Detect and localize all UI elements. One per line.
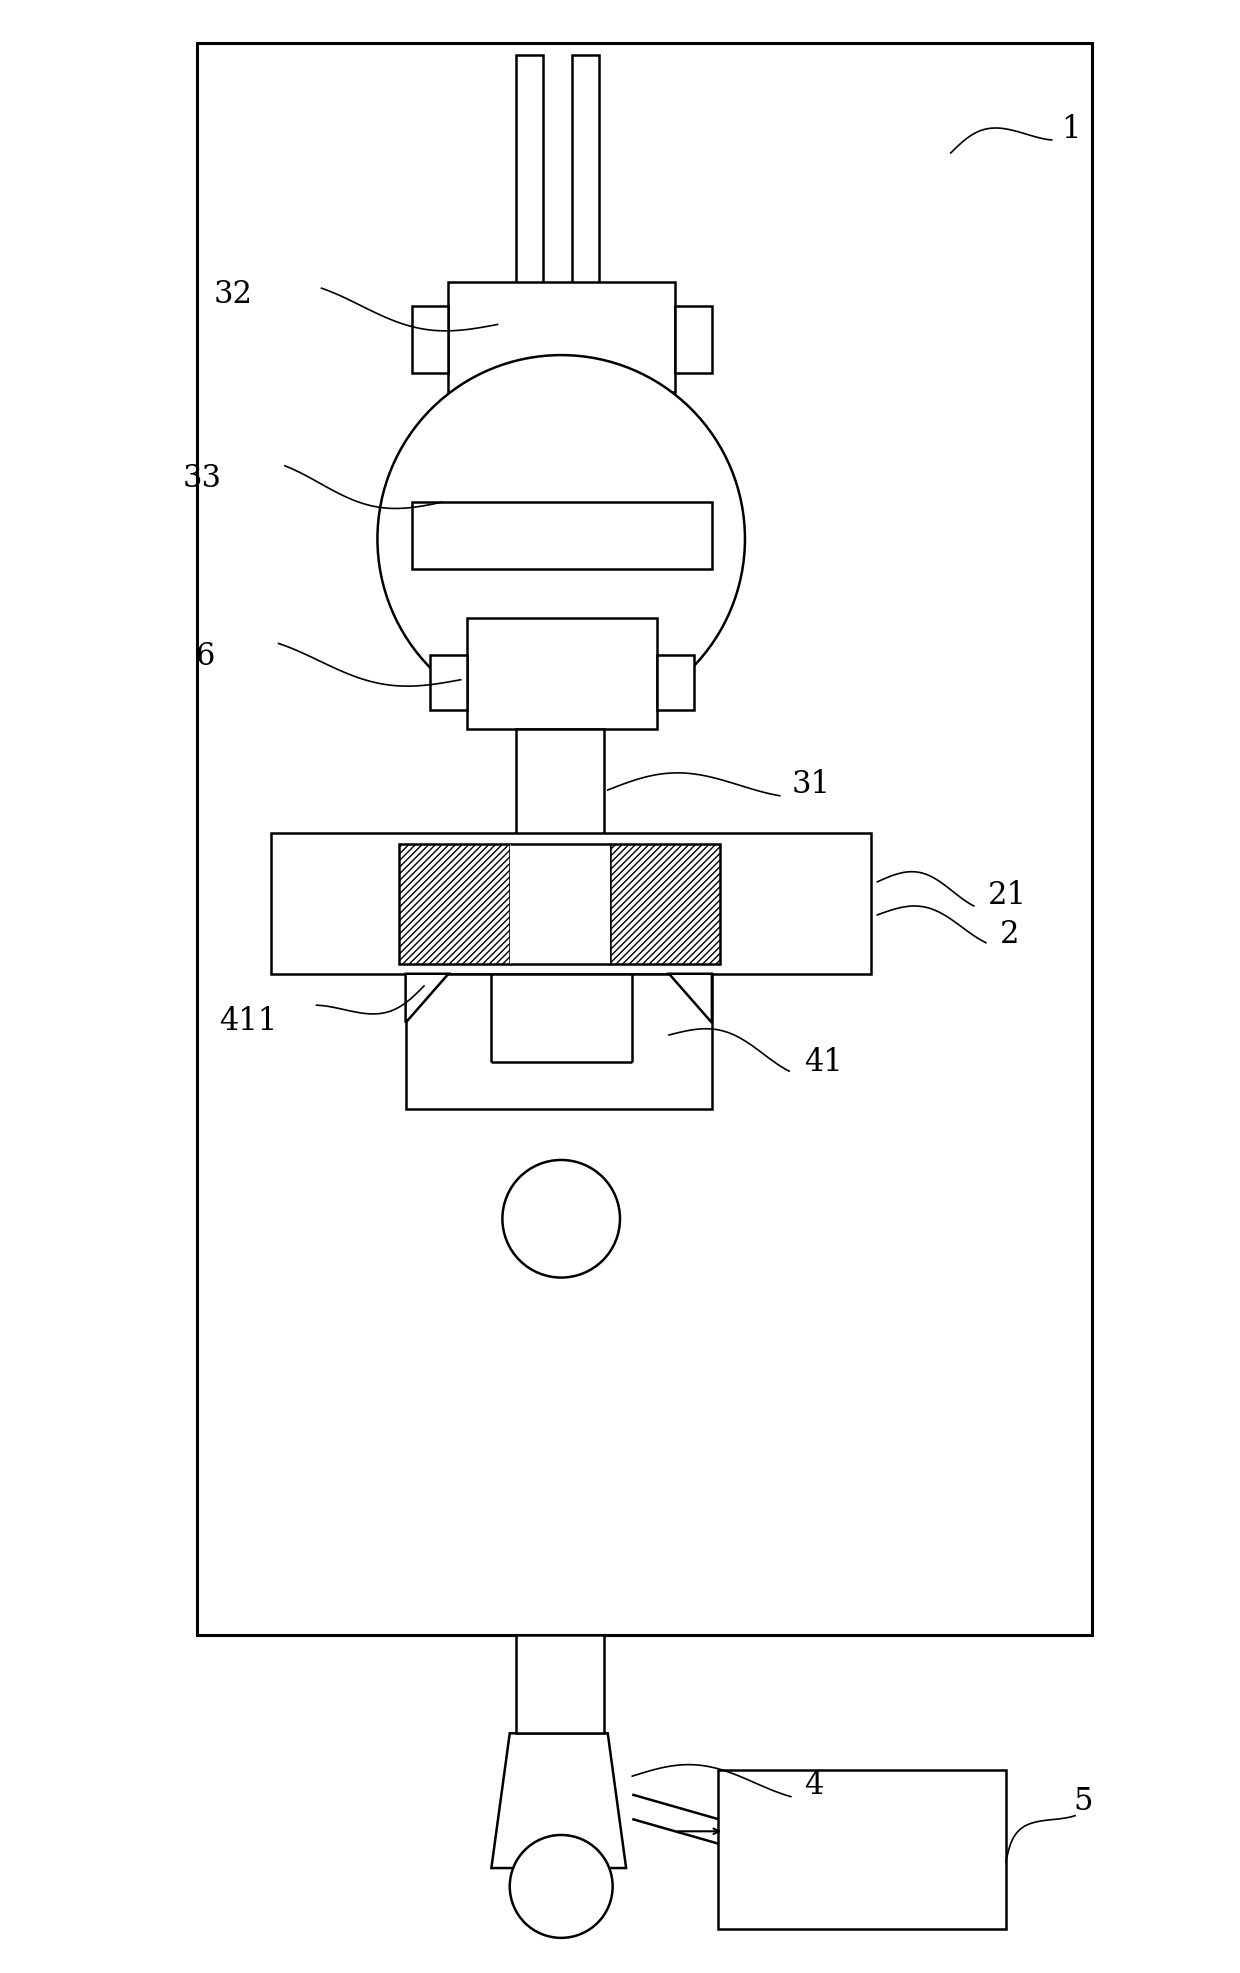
Text: 21: 21 (987, 880, 1027, 910)
Polygon shape (405, 975, 449, 1024)
Bar (430, 655, 467, 710)
Text: 33: 33 (182, 464, 222, 493)
Bar (657, 655, 693, 710)
Bar (516, 1636, 604, 1734)
Text: 5: 5 (1074, 1786, 1092, 1817)
Polygon shape (491, 1734, 626, 1868)
Bar (405, 975, 712, 1109)
Bar (510, 844, 610, 965)
Text: 6: 6 (196, 641, 216, 671)
Text: 4: 4 (804, 1770, 823, 1799)
Bar (718, 1770, 1006, 1930)
Circle shape (510, 1835, 613, 1937)
Bar (516, 730, 604, 840)
Bar (675, 308, 712, 375)
Text: 32: 32 (213, 280, 253, 310)
Bar (516, 55, 543, 288)
Circle shape (502, 1160, 620, 1279)
Text: 1: 1 (1061, 114, 1080, 144)
Text: 2: 2 (999, 917, 1019, 949)
Bar (197, 43, 1091, 1636)
Text: 41: 41 (804, 1048, 842, 1077)
Circle shape (377, 355, 745, 724)
Bar (412, 308, 449, 375)
Bar (270, 833, 872, 975)
Bar (467, 620, 657, 730)
Polygon shape (670, 975, 712, 1024)
Bar (449, 282, 675, 393)
Text: 31: 31 (791, 769, 831, 799)
Bar (610, 844, 720, 965)
Bar (572, 55, 599, 288)
Text: 411: 411 (218, 1006, 277, 1036)
Bar (412, 503, 712, 570)
Bar (399, 844, 510, 965)
